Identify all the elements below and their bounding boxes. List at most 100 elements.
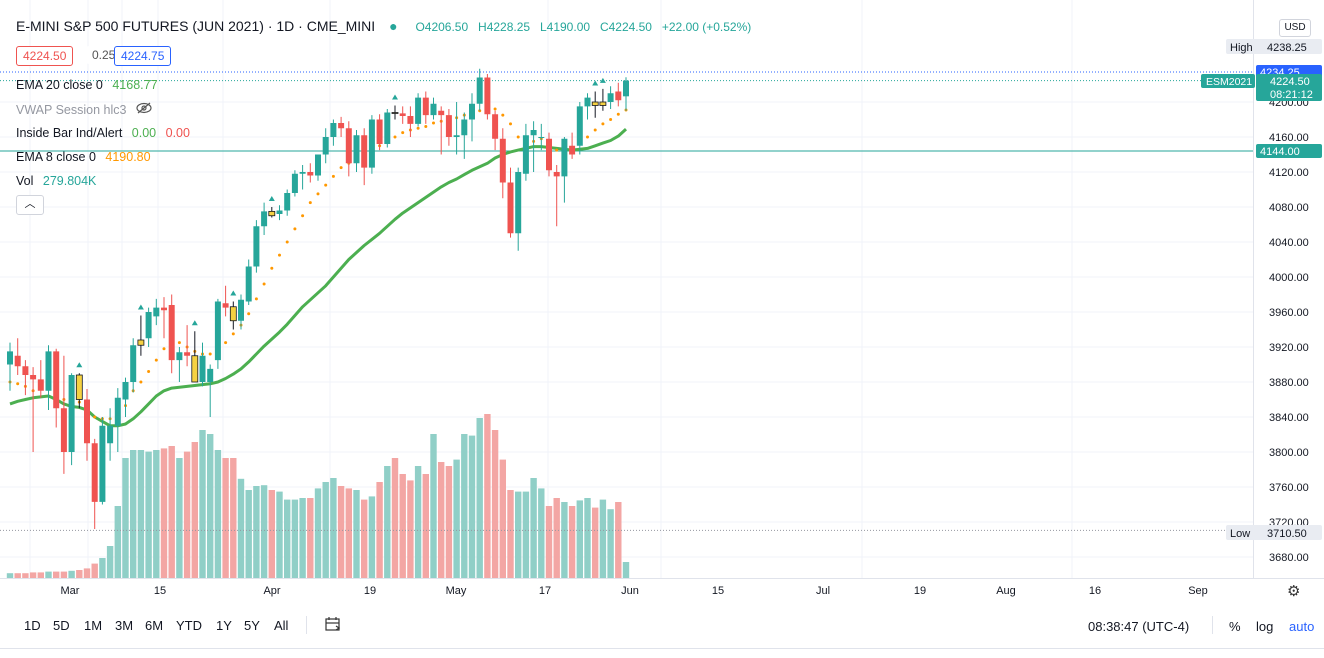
range-ytd-button[interactable]: YTD <box>176 618 202 633</box>
toolbar-divider <box>1212 616 1213 634</box>
candle-body <box>546 138 552 171</box>
buy-button[interactable]: 4224.75 <box>114 46 172 66</box>
gear-icon[interactable]: ⚙ <box>1287 583 1301 600</box>
candle-body <box>53 351 60 409</box>
volume-bar <box>491 430 499 578</box>
range-6m-button[interactable]: 6M <box>145 618 164 633</box>
volume-bar <box>37 572 44 578</box>
candle-body <box>507 182 514 234</box>
volume-bar <box>307 498 314 578</box>
sell-button[interactable]: 4224.50 <box>16 46 74 66</box>
range-3m-button[interactable]: 3M <box>115 618 134 633</box>
inside-bar-value-1: 0.00 <box>131 126 157 140</box>
indicator-ema20[interactable]: EMA 20 close 0 4168.77 <box>16 78 158 92</box>
candle-body <box>368 119 375 168</box>
volume-bar <box>553 498 560 578</box>
chart-legend-header: E-MINI S&P 500 FUTURES (JUN 2021) · 1D ·… <box>16 18 751 34</box>
volume-bar <box>76 570 83 578</box>
candle-body <box>422 97 429 116</box>
volume-bar <box>91 563 98 578</box>
candle-body <box>361 135 368 168</box>
auto-scale-button[interactable]: auto <box>1289 619 1315 634</box>
ema8-dot <box>147 370 151 373</box>
candle-body <box>168 305 175 361</box>
volume-bar <box>253 486 260 578</box>
legend-separator: · <box>298 18 303 34</box>
vwap-label: VWAP Session hlc3 <box>16 103 127 117</box>
candle-body <box>576 106 583 146</box>
exchange-label: CME_MINI <box>306 18 376 34</box>
candle-body <box>68 375 75 452</box>
high-label: High <box>1230 42 1253 54</box>
indicator-inside-bar[interactable]: Inside Bar Ind/Alert 0.00 0.00 <box>16 126 190 140</box>
indicator-ema8[interactable]: EMA 8 close 0 4190.80 <box>16 150 151 164</box>
volume-bar <box>60 571 68 578</box>
volume-bar <box>499 459 506 578</box>
currency-button[interactable]: USD <box>1279 19 1311 37</box>
candle-body <box>522 135 529 174</box>
time-axis-label: 15 <box>712 585 724 597</box>
time-axis-label: 17 <box>539 585 551 597</box>
clock-timezone-button[interactable]: 08:38:47 (UTC-4) <box>1088 619 1190 634</box>
date-range-icon[interactable] <box>324 616 342 639</box>
inside-bar-up-marker <box>191 320 198 326</box>
volume-bar <box>453 459 460 578</box>
range-5y-button[interactable]: 5Y <box>244 618 260 633</box>
volume-bar <box>461 434 468 578</box>
time-axis-label: Jul <box>816 585 830 597</box>
volume-bar <box>53 571 60 578</box>
ema8-dot <box>270 266 274 270</box>
candle-body <box>307 172 314 176</box>
volume-bar <box>445 466 453 578</box>
ema8-dot <box>393 135 397 139</box>
collapse-legend-button[interactable]: ︿ <box>16 195 44 215</box>
candle-body <box>561 138 568 177</box>
range-5d-button[interactable]: 5D <box>53 618 70 633</box>
ema20-label: EMA 20 close 0 <box>16 78 103 92</box>
log-scale-button[interactable]: log <box>1256 619 1274 634</box>
volume-bar <box>299 498 306 578</box>
range-1y-button[interactable]: 1Y <box>216 618 232 633</box>
ema8-dot <box>231 332 235 336</box>
volume-bar <box>260 485 268 578</box>
low-label-box <box>1226 525 1322 540</box>
indicator-vwap[interactable]: VWAP Session hlc3 <box>16 102 152 117</box>
volume-bar <box>330 478 337 578</box>
symbol-title[interactable]: E-MINI S&P 500 FUTURES (JUN 2021) <box>16 18 264 34</box>
ema8-dot <box>601 122 605 126</box>
volume-bar <box>14 573 21 578</box>
volume-bar <box>615 502 622 578</box>
candle-body <box>499 138 506 183</box>
ema8-dot <box>247 312 251 316</box>
high-value: 4238.25 <box>1267 42 1307 54</box>
volume-bar <box>476 418 483 578</box>
volume-bar <box>515 491 522 578</box>
volume-bar <box>438 462 445 578</box>
candle-body <box>384 112 391 144</box>
ema8-dot <box>162 347 166 351</box>
candle-body <box>299 172 306 174</box>
candle-body <box>276 210 283 214</box>
indicator-volume[interactable]: Vol 279.804K <box>16 174 96 188</box>
ohlc-high: H4228.25 <box>478 20 531 34</box>
ohlc-close: C4224.50 <box>599 20 652 34</box>
candle-body <box>599 101 607 106</box>
price-axis-label: 3960.00 <box>1269 307 1309 319</box>
candle-body <box>391 112 399 114</box>
price-axis-label: 3880.00 <box>1269 377 1309 389</box>
interval-label[interactable]: 1D <box>276 18 295 34</box>
ema8-dot <box>324 183 328 187</box>
volume-bar <box>545 506 553 578</box>
hidden-eye-icon[interactable] <box>136 102 152 117</box>
ema8-dot <box>93 415 97 419</box>
range-all-button[interactable]: All <box>274 618 289 633</box>
candle-body <box>584 97 591 107</box>
range-1d-button[interactable]: 1D <box>24 618 41 633</box>
legend-separator: · <box>267 18 273 34</box>
inside-bar-up-marker <box>599 77 606 83</box>
range-1m-button[interactable]: 1M <box>84 618 103 633</box>
ema8-dot <box>139 380 143 384</box>
volume-bar <box>122 458 129 578</box>
percent-scale-button[interactable]: % <box>1229 619 1241 634</box>
